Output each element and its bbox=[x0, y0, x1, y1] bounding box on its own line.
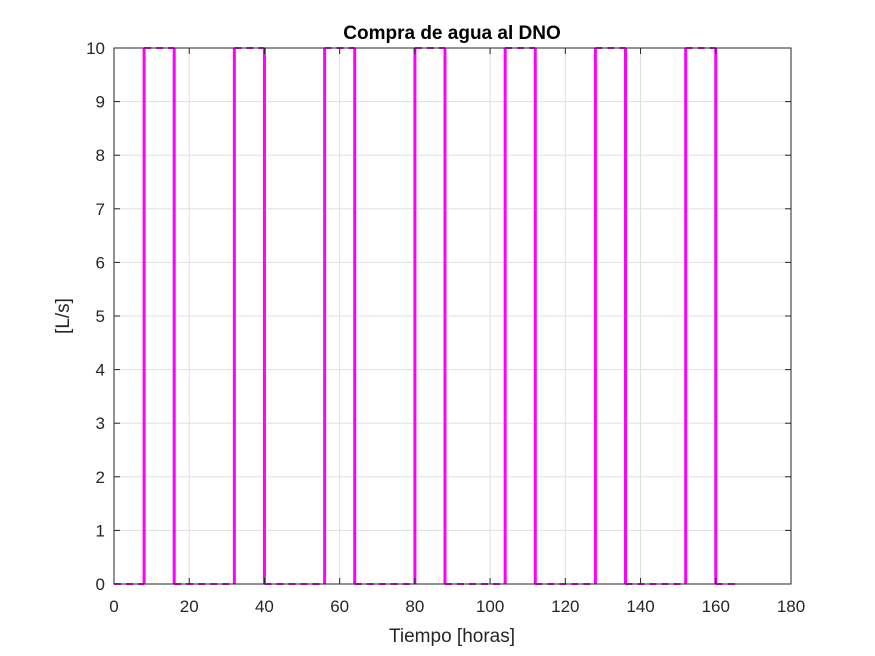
x-tick-label: 120 bbox=[551, 597, 579, 616]
y-tick-labels: 0 1 2 3 4 5 6 7 8 9 10 bbox=[86, 39, 105, 594]
x-tick-label: 40 bbox=[255, 597, 274, 616]
x-tick-label: 140 bbox=[626, 597, 654, 616]
y-tick-label: 5 bbox=[96, 307, 105, 326]
y-tick-label: 4 bbox=[96, 361, 105, 380]
x-tick-label: 180 bbox=[777, 597, 805, 616]
x-tick-label: 0 bbox=[109, 597, 118, 616]
y-tick-label: 3 bbox=[96, 414, 105, 433]
y-tick-label: 7 bbox=[96, 200, 105, 219]
axis-ticks bbox=[113, 47, 792, 585]
y-axis-label: [L/s] bbox=[53, 298, 74, 334]
x-tick-label: 100 bbox=[476, 597, 504, 616]
y-tick-label: 9 bbox=[96, 93, 105, 112]
x-tick-label: 80 bbox=[405, 597, 424, 616]
y-tick-label: 1 bbox=[96, 521, 105, 540]
y-tick-label: 0 bbox=[96, 575, 105, 594]
x-tick-label: 160 bbox=[702, 597, 730, 616]
y-tick-label: 2 bbox=[96, 468, 105, 487]
x-axis-label: Tiempo [horas] bbox=[389, 626, 515, 647]
x-tick-labels: 0 20 40 60 80 100 120 140 160 180 bbox=[109, 597, 805, 616]
y-tick-label: 6 bbox=[96, 253, 105, 272]
data-series bbox=[114, 47, 739, 585]
y-tick-label: 8 bbox=[96, 146, 105, 165]
y-tick-label: 10 bbox=[86, 39, 105, 58]
chart-title: Compra de agua al DNO bbox=[343, 23, 561, 44]
x-tick-label: 60 bbox=[330, 597, 349, 616]
x-tick-label: 20 bbox=[180, 597, 199, 616]
